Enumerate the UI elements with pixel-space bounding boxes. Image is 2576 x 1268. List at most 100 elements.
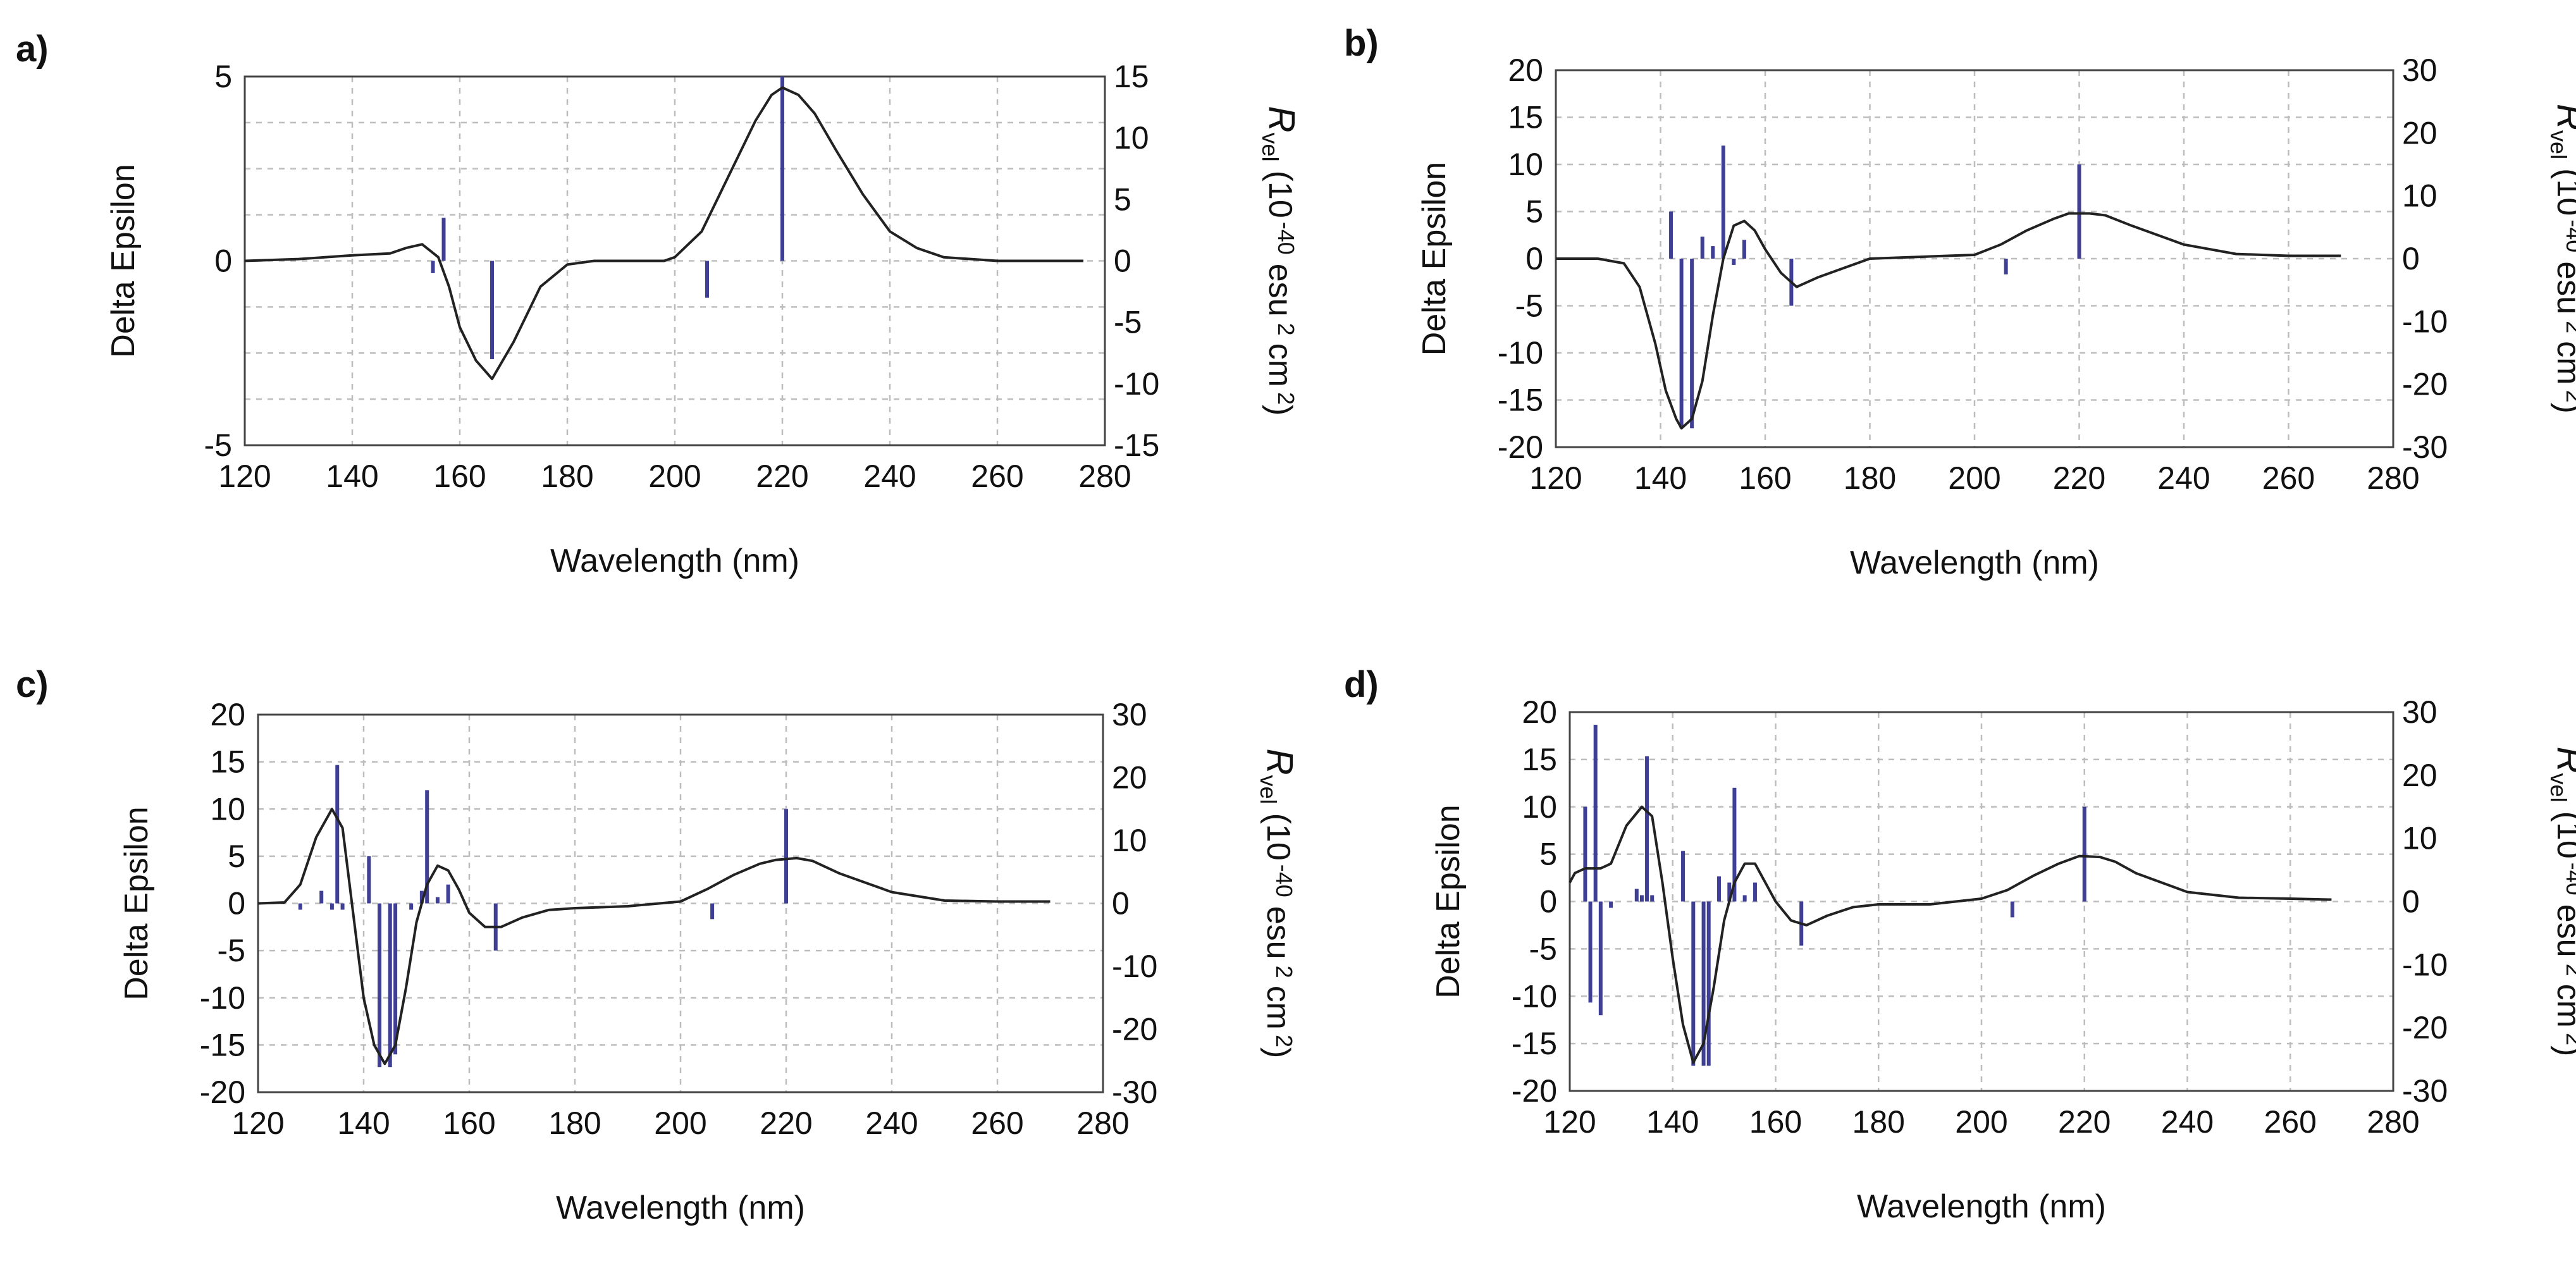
- x-tick-label: 140: [1634, 460, 1687, 496]
- panel-a: a)120 140 160 180 200 220 240 260 280-505-15-10-…: [16, 28, 1302, 579]
- x-tick-label: 260: [971, 1105, 1023, 1141]
- x-tick-label: 280: [2367, 1104, 2419, 1140]
- y-tick-label: 10: [1508, 147, 1543, 182]
- y-tick-label: -10: [1498, 335, 1543, 371]
- y2-tick-label: 5: [1114, 182, 1131, 217]
- y2-title-unit_b: esu: [1260, 906, 1297, 959]
- y-tick-label: -15: [200, 1027, 245, 1062]
- y2-tick-label: 0: [2402, 884, 2420, 920]
- x-tick-label: 140: [326, 459, 378, 494]
- y2-tick-label: -10: [2402, 947, 2448, 982]
- y2-title-unit_a: (10: [1262, 171, 1298, 218]
- y-tick-label: -10: [200, 980, 245, 1016]
- y2-title-exp3: 2: [2561, 1033, 2576, 1045]
- x-tick-label: 200: [654, 1105, 706, 1141]
- x-tick-label: 180: [1844, 460, 1896, 496]
- x-tick-label: 220: [2058, 1104, 2111, 1140]
- y2-title-unit_b: esu: [2550, 904, 2576, 957]
- y-tick-label: 20: [210, 697, 245, 732]
- y2-axis-title: Rvel (10 -40 esu 2 cm 2): [1257, 106, 1302, 416]
- y-tick-label: 20: [1522, 694, 1557, 730]
- y-tick-label: -5: [204, 428, 232, 463]
- y-tick-label: 5: [228, 839, 245, 874]
- y2-title-exp3: 2: [2561, 390, 2576, 402]
- cd-spectrum-line: [1568, 805, 2332, 1064]
- y2-title-vel: vel: [2546, 130, 2572, 159]
- y2-tick-label: 30: [1112, 697, 1147, 732]
- y2-tick-label: 20: [2402, 758, 2437, 793]
- y-tick-label: 15: [210, 744, 245, 780]
- y2-title-exp: -40: [2561, 863, 2576, 896]
- panel-c: c)120 140 160 180 200 220 240 260 280-20-15-10-5…: [16, 664, 1300, 1226]
- y2-axis-title: Rvel (10 -40 esu 2 cm 2): [2546, 747, 2576, 1057]
- y2-title-exp2: 2: [1271, 966, 1297, 978]
- y2-tick-label: -20: [2402, 367, 2448, 402]
- y-tick-label: 5: [1525, 194, 1543, 230]
- y2-title-exp2: 2: [2561, 321, 2576, 333]
- cd-spectrum-line: [1556, 212, 2341, 430]
- x-tick-label: 240: [863, 459, 916, 494]
- x-axis-title: Wavelength (nm): [556, 1190, 805, 1226]
- y2-tick-label: 15: [1114, 59, 1149, 94]
- y-tick-label: -5: [1515, 288, 1543, 324]
- y-tick-label: 5: [1539, 837, 1557, 872]
- x-tick-label: 160: [1749, 1104, 1802, 1140]
- panel-label: c): [16, 664, 49, 705]
- y-axis-title: Delta Epsilon: [1430, 804, 1467, 998]
- x-tick-label: 140: [1646, 1104, 1699, 1140]
- y2-title-unit_c: cm: [2550, 984, 2576, 1028]
- y2-tick-label: -5: [1114, 305, 1142, 340]
- y2-tick-label: -10: [1112, 949, 1157, 984]
- x-tick-label: 160: [1739, 460, 1791, 496]
- x-tick-label: 120: [218, 459, 271, 494]
- y-tick-label: -20: [1498, 429, 1543, 465]
- y2-title-exp: -40: [1271, 865, 1297, 897]
- x-tick-label: 180: [548, 1105, 601, 1141]
- y2-tick-label: -30: [2402, 1073, 2448, 1109]
- panel-d: d)120 140 160 180 200 220 240 260 280-20-15-10-5…: [1344, 664, 2576, 1225]
- y2-title-r: R: [1261, 106, 1302, 133]
- y2-title-unit_b: esu: [1262, 264, 1298, 317]
- y-axis-title: Delta Epsilon: [1416, 162, 1453, 355]
- y-axis-title: Delta Epsilon: [105, 164, 142, 357]
- y-tick-label: -10: [1512, 978, 1557, 1014]
- x-tick-label: 280: [1076, 1105, 1129, 1141]
- y2-tick-label: 20: [1112, 760, 1147, 796]
- y-tick-label: -20: [1512, 1073, 1557, 1109]
- x-tick-label: 280: [2367, 460, 2419, 496]
- y2-title-unit_a: (10: [2550, 168, 2576, 216]
- x-tick-label: 240: [2157, 460, 2210, 496]
- y-tick-label: -15: [1498, 383, 1543, 418]
- x-tick-label: 120: [1529, 460, 1582, 496]
- y2-tick-label: 20: [2402, 115, 2437, 151]
- y-tick-label: -20: [200, 1074, 245, 1110]
- y2-tick-label: -20: [2402, 1010, 2448, 1045]
- x-tick-label: 160: [433, 459, 486, 494]
- y2-tick-label: -30: [2402, 429, 2448, 465]
- x-tick-label: 220: [760, 1105, 812, 1141]
- x-tick-label: 260: [971, 459, 1023, 494]
- y2-title-vel: vel: [2546, 773, 2572, 803]
- y-tick-label: 5: [214, 59, 232, 94]
- y2-tick-label: 10: [2402, 821, 2437, 856]
- y2-title-unit_d: ): [2550, 1045, 2576, 1056]
- y2-tick-label: 0: [2402, 241, 2420, 276]
- y-tick-label: -5: [1529, 931, 1557, 966]
- x-tick-label: 220: [2053, 460, 2105, 496]
- y-tick-label: 10: [210, 791, 245, 827]
- plot-frame: [1568, 711, 2394, 1092]
- y2-tick-label: -10: [2402, 304, 2448, 339]
- x-tick-label: 180: [1852, 1104, 1905, 1140]
- y-tick-label: 0: [228, 886, 245, 921]
- y-tick-label: 0: [214, 243, 232, 279]
- cd-spectrum-line: [257, 808, 1051, 1066]
- y2-title-unit_c: cm: [1262, 343, 1298, 387]
- y-tick-label: 15: [1522, 742, 1557, 777]
- y2-tick-label: -30: [1112, 1074, 1157, 1110]
- y2-title-r: R: [2549, 747, 2576, 773]
- y2-tick-label: 10: [2402, 178, 2437, 214]
- y2-axis-title: Rvel (10 -40 esu 2 cm 2): [2546, 104, 2576, 414]
- y2-title-exp2: 2: [1273, 323, 1299, 336]
- y2-title-r: R: [1259, 749, 1300, 775]
- panel-label: b): [1344, 23, 1379, 64]
